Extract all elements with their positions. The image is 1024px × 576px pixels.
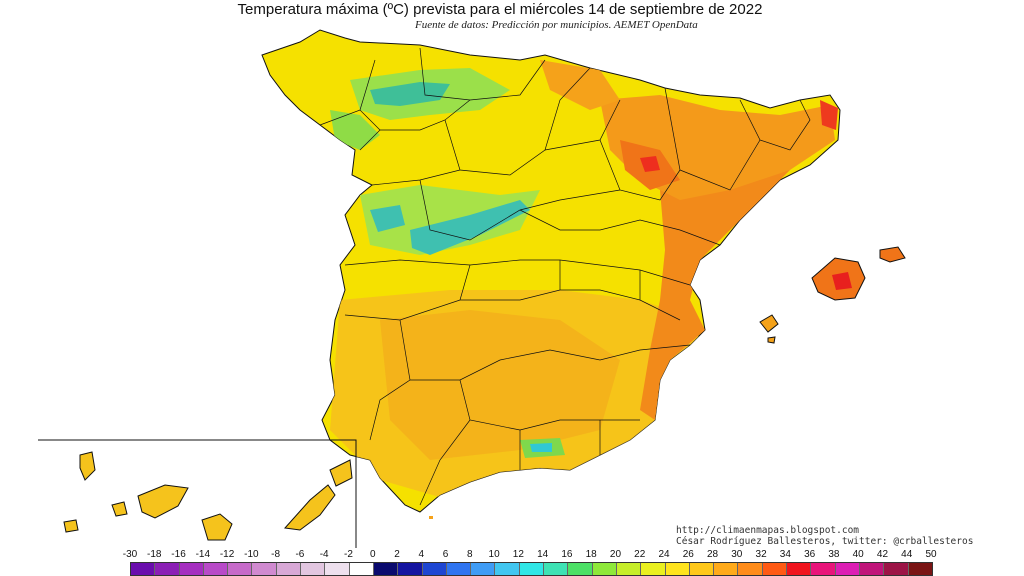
ibiza xyxy=(759,314,779,333)
legend-label: 0 xyxy=(369,549,376,560)
legend-label: 16 xyxy=(561,549,573,560)
temperature-map xyxy=(38,29,906,548)
legend-label: 2 xyxy=(394,549,400,560)
legend-label: -18 xyxy=(147,549,162,560)
credits-url: http://climaenmapas.blogspot.com xyxy=(676,525,860,536)
legend-swatch xyxy=(859,563,885,575)
legend-label: -6 xyxy=(295,549,305,560)
legend-swatch xyxy=(811,563,836,575)
legend-label: 26 xyxy=(682,549,694,560)
legend-label: 22 xyxy=(634,549,646,560)
legend-swatch xyxy=(544,563,569,575)
legend-swatch xyxy=(422,563,447,575)
legend-label: 18 xyxy=(585,549,597,560)
legend-label: 36 xyxy=(804,549,816,560)
legend-swatch xyxy=(203,563,229,575)
legend-label: 40 xyxy=(852,549,864,560)
legend-label: 42 xyxy=(876,549,889,560)
legend-swatch xyxy=(738,563,763,575)
legend-label: -16 xyxy=(171,549,186,560)
legend-label: 12 xyxy=(512,549,524,560)
legend-label: -10 xyxy=(244,549,259,560)
legend-labels: -30 -18 -16 -14 -12 -10 -8 -6 -4 -2 0 2 4 6 8 10 12 14 16 1… xyxy=(0,549,1024,561)
legend-swatch xyxy=(179,563,204,575)
province-borders xyxy=(319,47,811,506)
legend-label: -4 xyxy=(319,549,329,560)
map-title: Temperatura máxima (ºC) prevista para el… xyxy=(237,1,763,18)
legend-swatch xyxy=(519,563,545,575)
legend-label: 14 xyxy=(537,549,549,560)
legend-label: 24 xyxy=(658,549,670,560)
legend-swatch xyxy=(131,563,156,575)
legend-label: 30 xyxy=(731,549,743,560)
legend-swatch xyxy=(325,563,350,575)
legend-swatch xyxy=(908,563,932,575)
legend-swatch xyxy=(349,563,374,575)
legend-swatch xyxy=(252,563,277,575)
legend-swatch xyxy=(471,563,496,575)
legend-swatch xyxy=(301,563,326,575)
legend-swatch xyxy=(398,563,423,575)
legend-swatch xyxy=(714,563,739,575)
legend-swatch xyxy=(616,563,642,575)
legend-swatch xyxy=(568,563,593,575)
temperature-fields xyxy=(330,60,838,500)
legend-swatch xyxy=(228,563,253,575)
legend-swatch xyxy=(689,563,715,575)
legend-label: -14 xyxy=(195,549,211,560)
legend-label: -12 xyxy=(219,549,235,560)
legend-swatch xyxy=(373,563,399,575)
legend-label: 20 xyxy=(609,549,622,560)
ceuta xyxy=(429,516,433,519)
legend-label: 10 xyxy=(488,549,500,560)
legend-swatch xyxy=(665,563,690,575)
legend-swatch xyxy=(762,563,788,575)
legend-label: -8 xyxy=(271,549,281,560)
legend-swatch xyxy=(884,563,909,575)
legend-label: -30 xyxy=(122,549,138,560)
legend-label: -2 xyxy=(344,549,353,560)
legend-swatch xyxy=(446,563,472,575)
legend-swatch xyxy=(641,563,666,575)
legend-label: 34 xyxy=(779,549,791,560)
legend-swatch xyxy=(495,563,520,575)
legend-label: 50 xyxy=(925,549,937,560)
legend-swatch xyxy=(835,563,860,575)
legend-label: 8 xyxy=(467,549,473,560)
legend-label: 38 xyxy=(828,549,840,560)
credits-author: César Rodríguez Ballesteros, twitter: @c… xyxy=(676,536,974,547)
legend-label: 44 xyxy=(901,549,913,560)
canary-islands xyxy=(63,451,353,541)
formentera xyxy=(767,336,776,344)
map-subtitle: Fuente de datos: Predicción por municipi… xyxy=(415,19,698,31)
canary-inset-border xyxy=(38,439,357,548)
legend-swatch xyxy=(155,563,180,575)
legend-label: 28 xyxy=(706,549,719,560)
legend-label: 6 xyxy=(442,549,449,560)
legend-label: 4 xyxy=(418,549,425,560)
legend-label: 32 xyxy=(755,549,767,560)
credits: http://climaenmapas.blogspot.com César R… xyxy=(676,525,973,547)
legend-swatch xyxy=(592,563,617,575)
legend-colorbar xyxy=(130,562,933,576)
legend-swatch xyxy=(276,563,302,575)
legend-swatch xyxy=(787,563,812,575)
menorca xyxy=(879,246,906,263)
